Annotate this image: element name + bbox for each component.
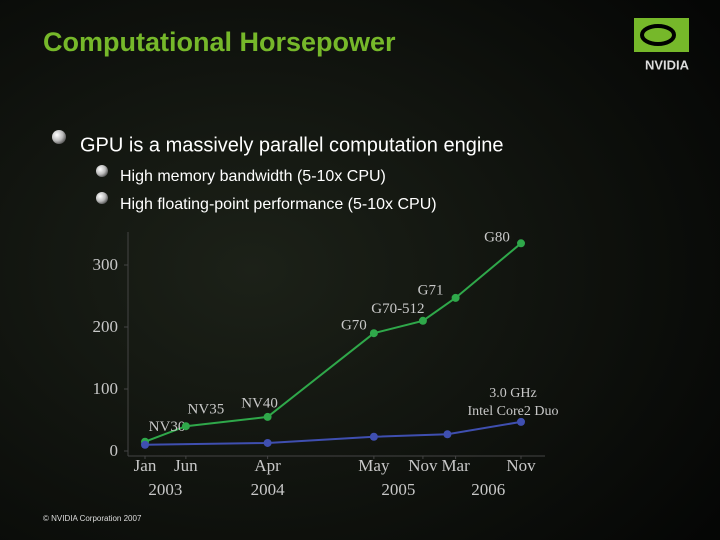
point-label: G70 xyxy=(341,318,367,334)
y-tick-label: 100 xyxy=(93,379,119,398)
data-point xyxy=(141,440,149,449)
data-point xyxy=(369,432,378,441)
sub-bullet: High memory bandwidth (5-10x CPU) xyxy=(120,168,386,185)
sub-bullet: High floating-point performance (5-10x C… xyxy=(120,196,437,213)
year-label: 2005 xyxy=(381,480,415,499)
bullet-icon xyxy=(52,130,66,144)
year-label: 2006 xyxy=(471,480,505,499)
data-point xyxy=(451,293,460,302)
annotation: Intel Core2 Duo xyxy=(468,404,559,419)
point-label: NV35 xyxy=(188,402,225,418)
bullet: GPU is a massively parallel computation … xyxy=(80,134,504,156)
x-tick-label: Nov xyxy=(408,456,438,475)
x-tick-label: Jan xyxy=(134,456,157,475)
data-point xyxy=(263,412,272,421)
data-point xyxy=(369,329,378,338)
y-tick-label: 0 xyxy=(110,441,119,460)
logo: NVIDIA xyxy=(634,18,690,72)
data-point xyxy=(263,438,272,447)
y-tick-label: 200 xyxy=(93,317,119,336)
logo-text: NVIDIA xyxy=(645,57,690,72)
data-point xyxy=(418,316,427,325)
footer: © NVIDIA Corporation 2007 xyxy=(43,514,142,523)
x-tick-label: Apr xyxy=(254,456,281,475)
data-point xyxy=(181,422,190,431)
bullet-icon xyxy=(96,165,108,177)
point-label: G70-512 xyxy=(371,301,424,317)
point-label: NV30 xyxy=(149,419,186,435)
year-label: 2004 xyxy=(251,480,286,499)
data-point xyxy=(517,417,525,426)
x-tick-label: Jun xyxy=(174,456,198,475)
x-tick-label: Nov xyxy=(506,456,536,475)
annotation: 3.0 GHz xyxy=(489,386,536,401)
point-label: G71 xyxy=(418,282,444,298)
bullet-icon xyxy=(96,192,108,204)
point-label: NV40 xyxy=(241,395,278,411)
x-tick-label: Mar xyxy=(441,456,470,475)
point-label: G80 xyxy=(484,230,510,246)
title: Computational Horsepower xyxy=(43,27,396,57)
year-label: 2003 xyxy=(148,480,182,499)
x-tick-label: May xyxy=(358,456,390,475)
data-point xyxy=(517,239,525,248)
y-tick-label: 300 xyxy=(93,255,119,274)
data-point xyxy=(443,430,452,439)
